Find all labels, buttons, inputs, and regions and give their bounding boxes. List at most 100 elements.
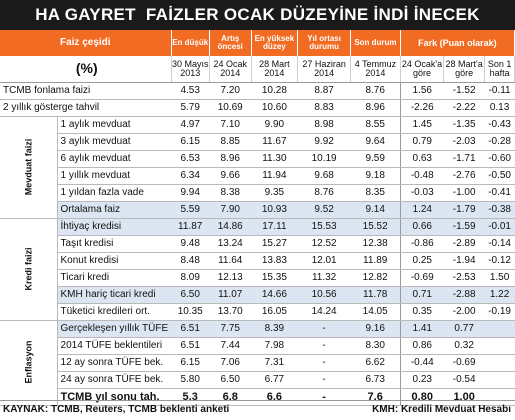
cell-value: -0.19 (484, 303, 515, 321)
row-label: Ortalama faiz (57, 201, 172, 219)
cell-value: 16.05 (251, 303, 298, 321)
cell-value: -2.26 (399, 99, 444, 117)
row-label: Tüketici kredileri ort. (57, 303, 172, 321)
cell-value: 0.23 (399, 371, 444, 389)
cell-value: 5.3 (171, 388, 210, 406)
cell-value: 12.38 (350, 235, 401, 253)
cell-value: 8.38 (209, 184, 252, 202)
header-col-mid: Yıl ortası durumu (297, 30, 351, 56)
group-label-text: Kredi faizi (23, 246, 34, 291)
header-col-last: Son durum (350, 30, 401, 56)
cell-value: 4.97 (171, 116, 210, 134)
cell-value: - (297, 388, 351, 406)
cell-value: -0.50 (484, 167, 515, 185)
cell-value: 8.39 (251, 320, 298, 338)
table-row: 3 aylık mevduat 6.15 8.85 11.67 9.92 9.64 0.79… (0, 133, 515, 151)
row-label: Konut kredisi (57, 252, 172, 270)
cell-value: -2.00 (443, 303, 485, 321)
sub-date-3: 27 Haziran 2014 (297, 56, 351, 83)
page-title: HA GAYRET FAİZLER OCAK DÜZEYİNE İNDİ İNE… (35, 5, 480, 24)
cell-value: 0.77 (443, 320, 485, 338)
sub-diff-1: 28 Mart'a göre (443, 56, 486, 83)
cell-value: 6.51 (171, 320, 210, 338)
row-label: 1 aylık mevduat (57, 116, 172, 134)
table-row: Taşıt kredisi 9.48 13.24 15.27 12.52 12.38 -0.… (0, 235, 515, 253)
cell-value: 15.35 (251, 269, 298, 287)
row-label: Taşıt kredisi (57, 235, 172, 253)
cell-value: 1.41 (399, 320, 444, 338)
cell-value (484, 388, 515, 406)
row-label: 1 yıldan fazla vade (57, 184, 172, 202)
cell-value: 10.35 (171, 303, 210, 321)
row-label: 12 ay sonra TÜFE bek. (57, 354, 172, 372)
cell-value: 15.53 (297, 218, 351, 236)
interest-rate-table: Faiz çeşidi En düşük Artış öncesi En yük… (0, 30, 515, 406)
sub-diff-2: Son 1 hafta (484, 56, 515, 83)
cell-value: 0.86 (399, 337, 444, 355)
cell-value: 14.24 (297, 303, 351, 321)
cell-value: 6.53 (171, 150, 210, 168)
cell-value: 8.85 (209, 133, 252, 151)
cell-value: 11.30 (251, 150, 298, 168)
header-rate-type: Faiz çeşidi (0, 30, 172, 56)
header-col-max: En yüksek düzey (251, 30, 299, 56)
sub-diff-0: 24 Ocak'a göre (399, 56, 445, 83)
cell-value: -0.54 (443, 371, 485, 389)
cell-value: 9.92 (297, 133, 351, 151)
cell-value: 11.78 (350, 286, 401, 304)
cell-value: -0.28 (484, 133, 515, 151)
cell-value: -0.14 (484, 235, 515, 253)
cell-value: 1.24 (399, 201, 444, 219)
cell-value: 13.24 (209, 235, 252, 253)
cell-value: 7.98 (251, 337, 298, 355)
cell-value: - (297, 320, 351, 338)
row-label: Ticari kredi (57, 269, 172, 287)
cell-value: 9.16 (350, 320, 401, 338)
cell-value: 13.70 (209, 303, 252, 321)
cell-value: 9.14 (350, 201, 401, 219)
cell-value: -0.11 (484, 82, 515, 100)
table-row: Ticari kredi 8.09 12.13 15.35 11.32 12.82 -0.6… (0, 269, 515, 287)
cell-value: 8.55 (350, 116, 401, 134)
cell-value: 11.67 (251, 133, 298, 151)
cell-value: -1.59 (443, 218, 485, 236)
cell-value: 7.06 (209, 354, 252, 372)
group-label: Kredi faizi (0, 218, 58, 321)
cell-value: 6.15 (171, 354, 210, 372)
row-label: TCMB yıl sonu tah. (57, 388, 172, 406)
table-row: Kredi faizi İhtiyaç kredisi 11.87 14.86 17.1… (0, 218, 515, 321)
cell-value: -1.00 (443, 184, 485, 202)
cell-value: 6.34 (171, 167, 210, 185)
cell-value: 1.00 (443, 388, 485, 406)
row-label: 2014 TÜFE beklentileri (57, 337, 172, 355)
table-row: 1 yıllık mevduat 6.34 9.66 11.94 9.68 9.18 -0.… (0, 167, 515, 185)
cell-value: 12.13 (209, 269, 252, 287)
cell-value: 9.52 (297, 201, 351, 219)
cell-value: 14.05 (350, 303, 401, 321)
cell-value: 0.25 (399, 252, 444, 270)
sub-date-2: 28 Mart 2014 (251, 56, 299, 83)
table-row: TCMB fonlama faizi 4.53 7.20 10.28 8.87 8.76 1… (0, 82, 515, 100)
cell-value: 12.52 (297, 235, 351, 253)
cell-value: 8.96 (209, 150, 252, 168)
cell-value: 6.62 (350, 354, 401, 372)
cell-value: 0.13 (484, 99, 515, 117)
table-row: 12 ay sonra TÜFE bek. 6.15 7.06 7.31-6.62 -0… (0, 354, 515, 372)
cell-value: 8.98 (297, 116, 351, 134)
table-row: Enflasyon Gerçekleşen yıllık TÜFE 6.51 7.75… (0, 320, 515, 406)
row-label: 6 aylık mevduat (57, 150, 172, 168)
group-label: Mevduat faizi (0, 116, 58, 219)
cell-value: 6.77 (251, 371, 298, 389)
cell-value: 10.60 (251, 99, 298, 117)
group-label-text: Mevduat faizi (23, 138, 34, 195)
cell-value: 6.50 (171, 286, 210, 304)
cell-value: 9.90 (251, 116, 298, 134)
table-row: 1 yıldan fazla vade 9.94 8.38 9.35 8.76 8.35-… (0, 184, 515, 202)
cell-value: 8.96 (350, 99, 401, 117)
table-row: Mevduat faizi 1 aylık mevduat 4.97 7.10 9.90… (0, 116, 515, 219)
table-row: 6 aylık mevduat 6.53 8.96 11.30 10.19 9.59 0.6… (0, 150, 515, 168)
cell-value: 7.20 (209, 82, 252, 100)
cell-value: 11.64 (209, 252, 252, 270)
cell-value: 17.11 (251, 218, 298, 236)
source-note: KAYNAK: TCMB, Reuters, TCMB beklenti ank… (3, 404, 230, 415)
